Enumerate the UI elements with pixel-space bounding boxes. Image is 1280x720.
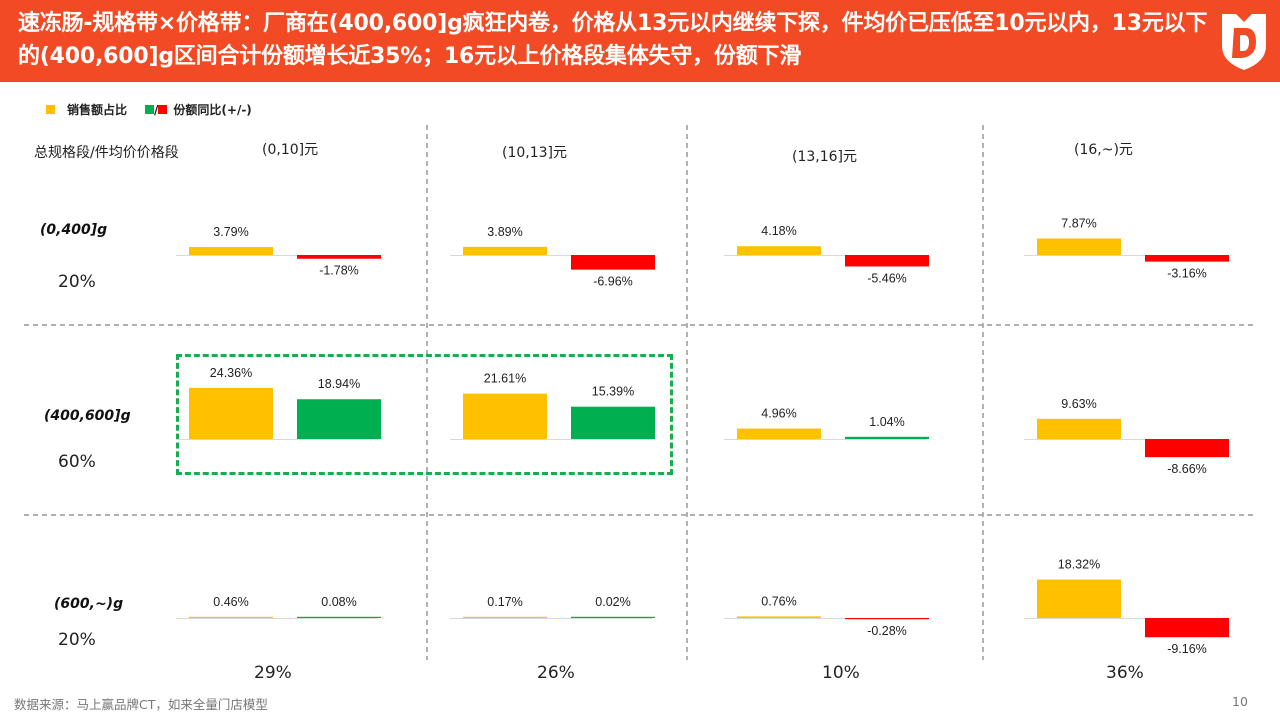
bar-yoy [845,436,929,439]
corner-label: 总规格段/件均价价格段 [34,145,179,161]
data-label-yoy: 0.02% [595,595,630,609]
legend-label-share: 销售额占比 [67,103,128,117]
legend-slash: / [154,102,159,117]
legend-swatch-yoy-positive [145,105,155,114]
bar-share [1037,579,1121,618]
column-header: (16,~)元 [1074,142,1133,158]
data-label-yoy: -6.96% [593,275,633,289]
chart-legend: 销售额占比 / 份额同比(+/-) [46,101,252,118]
data-label-share: 9.63% [1061,397,1096,411]
column-header: (13,16]元 [792,149,858,165]
data-label-share: 3.89% [487,225,522,239]
bar-yoy [845,255,929,267]
bar-yoy [571,616,655,618]
brand-shield-logo [1222,14,1266,70]
legend-label-yoy: 份额同比(+/-) [173,103,252,117]
row-total: 20% [58,630,96,650]
column-total: 26% [537,663,575,683]
bar-share [737,246,821,255]
bar-share [737,428,821,439]
bar-yoy [571,255,655,270]
row-total: 20% [58,272,96,292]
row-total: 60% [58,452,96,472]
title-banner: 速冻肠-规格带×价格带：厂商在(400,600]g疯狂内卷，价格从13元以内继续… [0,0,1280,82]
data-label-yoy: 0.08% [321,595,356,609]
data-label-share: 7.87% [1061,216,1096,230]
bar-share [189,616,273,618]
data-label-yoy: -5.46% [867,271,907,285]
data-label-share: 24.36% [210,366,252,380]
page-number: 10 [1232,694,1248,709]
data-label-yoy: -1.78% [319,264,359,278]
bar-share [463,246,547,255]
data-label-yoy: -0.28% [867,624,907,638]
bar-yoy [1145,618,1229,638]
data-label-yoy: -8.66% [1167,462,1207,476]
data-label-yoy: -3.16% [1167,267,1207,281]
row-label: (0,400]g [40,222,108,238]
data-label-share: 0.46% [213,595,248,609]
bar-share [1037,238,1121,255]
data-label-yoy: 18.94% [318,377,360,391]
data-label-share: 4.96% [761,407,796,421]
column-header: (10,13]元 [502,145,568,161]
bar-yoy [1145,439,1229,458]
data-source: 数据来源：马上赢品牌CT，如来全量门店模型 [14,697,268,712]
data-label-yoy: 15.39% [592,385,634,399]
bar-share [737,616,821,618]
column-total: 10% [822,663,860,683]
row-label: (600,~)g [54,596,124,612]
bar-yoy [845,618,929,620]
bar-share [189,387,273,439]
highlight-box [176,354,673,475]
data-label-share: 4.18% [761,224,796,238]
bar-yoy [297,616,381,618]
data-label-share: 18.32% [1058,558,1100,572]
bar-share [463,616,547,618]
bar-yoy [297,255,381,259]
data-label-yoy: 1.04% [869,415,904,429]
legend-swatch-share [46,105,55,114]
legend-swatch-yoy-negative [158,105,168,114]
column-total: 29% [254,663,292,683]
data-label-share: 21.61% [484,372,526,386]
bar-yoy [1145,255,1229,262]
column-total: 36% [1106,663,1144,683]
row-label: (400,600]g [44,408,131,424]
page-title: 速冻肠-规格带×价格带：厂商在(400,600]g疯狂内卷，价格从13元以内继续… [18,11,1208,69]
bar-share [1037,418,1121,439]
data-label-share: 3.79% [213,225,248,239]
data-label-share: 0.17% [487,595,522,609]
bar-yoy [571,406,655,439]
bar-yoy [297,399,381,439]
column-header: (0,10]元 [262,142,319,158]
data-label-yoy: -9.16% [1167,642,1207,656]
bar-share [463,393,547,439]
data-label-share: 0.76% [761,594,796,608]
bar-share [189,247,273,255]
